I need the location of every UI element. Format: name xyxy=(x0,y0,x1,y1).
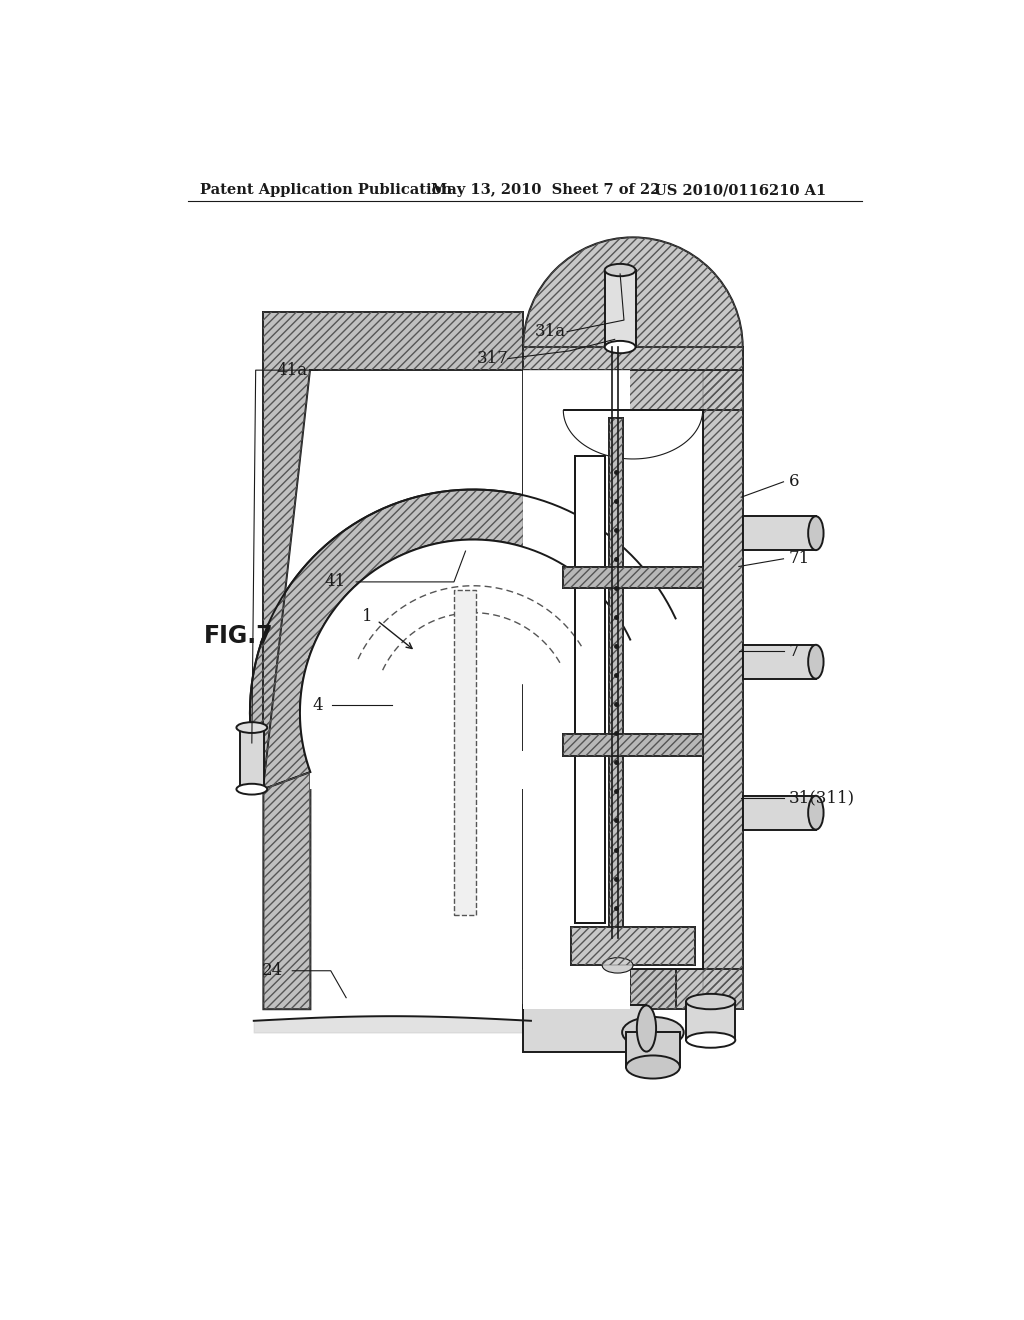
Polygon shape xyxy=(263,772,310,1010)
Polygon shape xyxy=(574,457,605,923)
Text: 41a: 41a xyxy=(276,362,307,379)
Polygon shape xyxy=(523,347,742,370)
Text: US 2010/0116210 A1: US 2010/0116210 A1 xyxy=(654,183,826,197)
Polygon shape xyxy=(454,590,475,915)
Polygon shape xyxy=(609,418,624,954)
Text: 41: 41 xyxy=(325,573,346,590)
Polygon shape xyxy=(563,411,702,969)
Polygon shape xyxy=(563,411,702,459)
Text: 31a: 31a xyxy=(535,323,566,341)
Polygon shape xyxy=(630,619,676,1010)
Text: 4: 4 xyxy=(312,697,323,714)
Text: 31(311): 31(311) xyxy=(788,789,855,807)
Bar xyxy=(523,1006,646,1052)
Ellipse shape xyxy=(237,784,267,795)
Polygon shape xyxy=(571,927,695,965)
Ellipse shape xyxy=(686,1032,735,1048)
Polygon shape xyxy=(563,566,702,589)
Text: FIG.7: FIG.7 xyxy=(204,624,273,648)
Polygon shape xyxy=(523,370,742,411)
Ellipse shape xyxy=(605,341,636,354)
Bar xyxy=(742,796,816,830)
Bar xyxy=(310,751,523,789)
Bar xyxy=(626,1032,680,1067)
Ellipse shape xyxy=(637,1006,656,1052)
Bar xyxy=(240,727,264,789)
Ellipse shape xyxy=(808,644,823,678)
Polygon shape xyxy=(300,540,630,772)
Text: 6: 6 xyxy=(788,474,800,490)
Ellipse shape xyxy=(602,958,633,973)
Bar xyxy=(523,370,630,1010)
Text: Patent Application Publication: Patent Application Publication xyxy=(200,183,452,197)
Text: 24: 24 xyxy=(262,962,283,979)
Polygon shape xyxy=(523,370,563,1010)
Polygon shape xyxy=(563,734,702,756)
Ellipse shape xyxy=(808,516,823,550)
Text: 7: 7 xyxy=(788,643,800,660)
Ellipse shape xyxy=(626,1056,680,1078)
Ellipse shape xyxy=(237,722,267,733)
Bar xyxy=(686,1002,735,1040)
Polygon shape xyxy=(250,490,676,789)
Ellipse shape xyxy=(605,264,636,276)
Polygon shape xyxy=(702,370,742,1010)
Text: 1: 1 xyxy=(362,609,373,626)
Ellipse shape xyxy=(808,796,823,830)
Bar xyxy=(605,271,636,347)
Ellipse shape xyxy=(686,994,735,1010)
Bar xyxy=(742,644,816,678)
Polygon shape xyxy=(523,969,742,1010)
Bar xyxy=(742,516,816,550)
Text: 317: 317 xyxy=(476,350,508,367)
Text: May 13, 2010  Sheet 7 of 22: May 13, 2010 Sheet 7 of 22 xyxy=(431,183,660,197)
Polygon shape xyxy=(263,313,523,789)
Ellipse shape xyxy=(623,1016,684,1048)
Text: 71: 71 xyxy=(788,550,810,568)
Wedge shape xyxy=(523,238,742,347)
